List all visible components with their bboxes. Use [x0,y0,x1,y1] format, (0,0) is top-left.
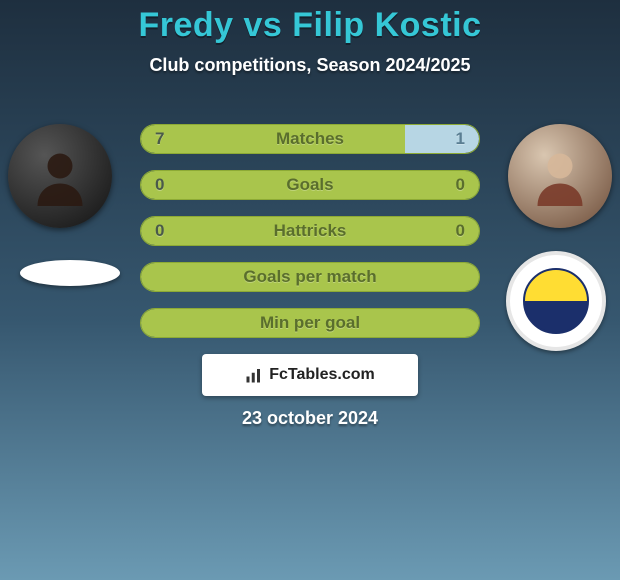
fenerbahce-badge-icon [523,268,589,334]
club-right-logo [506,251,606,351]
stat-row: Goals per match [140,262,480,292]
attribution-badge[interactable]: FcTables.com [202,354,418,396]
stat-label: Min per goal [141,309,479,337]
stat-row: 00Hattricks [140,216,480,246]
stat-label: Goals [141,171,479,199]
stat-row: 00Goals [140,170,480,200]
card-subtitle: Club competitions, Season 2024/2025 [0,55,620,76]
barchart-icon [245,366,263,384]
card-title: Fredy vs Filip Kostic [0,0,620,45]
person-icon [530,146,590,206]
stat-label: Hattricks [141,217,479,245]
stat-label: Goals per match [141,263,479,291]
stat-row: Min per goal [140,308,480,338]
stat-label: Matches [141,125,479,153]
attribution-text: FcTables.com [269,366,375,384]
card-date: 23 october 2024 [0,408,620,429]
comparison-card: Fredy vs Filip Kostic Club competitions,… [0,0,620,580]
player-left-avatar [8,124,112,228]
player-right-avatar [508,124,612,228]
person-icon [30,146,90,206]
club-left-logo [20,260,120,286]
stat-row: 71Matches [140,124,480,154]
stat-rows: 71Matches 00Goals 00Hattricks Goals per mat… [140,124,480,354]
